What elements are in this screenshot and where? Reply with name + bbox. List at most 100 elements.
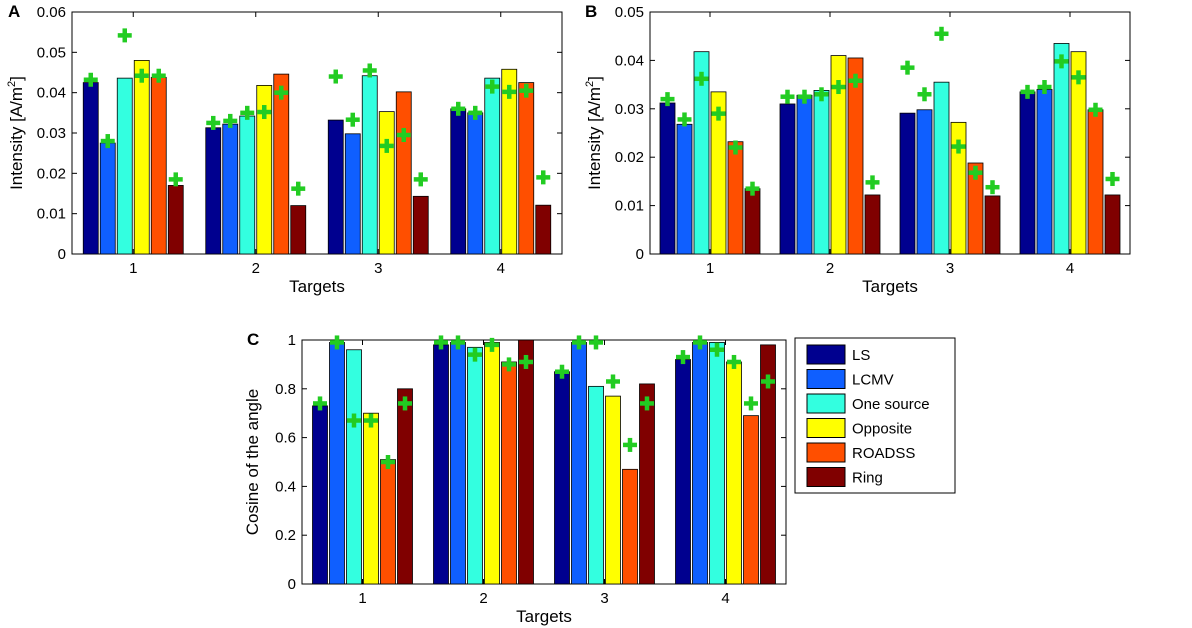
bar-ring	[535, 204, 552, 255]
x-tick-label: 1	[358, 590, 366, 607]
marker-opposite	[711, 106, 726, 121]
marker-ls	[1020, 84, 1035, 99]
legend: LS LCMV One source Opposite ROADSS Ring	[794, 337, 956, 494]
bar-ls	[1019, 91, 1036, 255]
bar-lcmv	[1036, 89, 1053, 255]
axes-box	[649, 11, 1131, 255]
bar-ring	[518, 339, 534, 585]
y-tick-label: 0.02	[37, 165, 66, 182]
marker-opposite	[831, 80, 846, 95]
bar-one-source	[361, 75, 378, 255]
bar-roadss	[150, 76, 167, 255]
bar-one-source	[239, 115, 256, 255]
x-tick-label: 4	[497, 260, 505, 277]
marker-one-source	[1054, 54, 1069, 69]
bar-one-source	[1053, 43, 1070, 255]
marker-roadss	[274, 85, 289, 100]
marker-lcmv	[100, 134, 115, 149]
marker-opposite	[364, 413, 378, 428]
bar-ring	[397, 388, 413, 585]
bar-roadss	[967, 162, 984, 255]
panel-letter: A	[8, 2, 20, 21]
bar-ls	[554, 371, 570, 585]
marker-opposite	[485, 337, 499, 352]
bar-ls	[659, 102, 676, 255]
bar-one-source	[693, 51, 710, 255]
bar-roadss	[743, 415, 759, 585]
marker-ls	[328, 69, 343, 84]
marker-lcmv	[451, 335, 465, 350]
bar-opposite	[1070, 51, 1087, 255]
bar-ls	[450, 108, 467, 255]
bar-one-source	[467, 346, 483, 585]
y-tick-label: 1	[288, 332, 296, 349]
legend-swatch	[806, 393, 846, 414]
marker-opposite	[951, 139, 966, 154]
marker-roadss	[519, 83, 534, 98]
bar-lcmv	[467, 112, 484, 255]
marker-ls	[434, 335, 448, 350]
y-axis-label: Intensity [A/m2]	[6, 76, 26, 190]
marker-one-source	[710, 342, 724, 357]
legend-entry: ROADSS	[852, 445, 915, 462]
marker-roadss	[381, 455, 395, 469]
bar-ls	[779, 103, 796, 255]
bar-lcmv	[99, 142, 116, 255]
bar-ls	[327, 119, 344, 255]
bar-opposite	[950, 121, 967, 255]
bar-roadss	[273, 73, 290, 255]
bar-lcmv	[676, 123, 693, 255]
marker-roadss	[623, 437, 637, 452]
marker-ring	[865, 175, 880, 190]
marker-ring	[519, 354, 533, 369]
y-tick-label: 0.05	[615, 4, 644, 21]
marker-opposite	[502, 84, 517, 99]
y-axis-label: Cosine of the angle	[243, 389, 262, 536]
marker-roadss	[968, 165, 983, 180]
bar-ring	[167, 185, 184, 255]
marker-one-source	[347, 413, 361, 428]
bar-ring	[290, 205, 307, 255]
marker-opposite	[1071, 70, 1086, 85]
bar-one-source	[709, 342, 725, 585]
marker-one-source	[240, 105, 255, 120]
bar-ls	[82, 82, 99, 255]
marker-opposite	[257, 105, 272, 120]
marker-ring	[536, 170, 551, 185]
bar-opposite	[133, 60, 150, 255]
y-tick-label: 0.01	[37, 206, 66, 223]
marker-ring	[985, 180, 1000, 195]
bar-roadss	[727, 141, 744, 255]
marker-lcmv	[1037, 80, 1052, 95]
bar-one-source	[813, 90, 830, 255]
panel-a: 0 0.01 0.02 0.03 0.04 0.05 0.06 1 2 3 4 Targets Inte…	[6, 2, 563, 296]
y-tick-label: 0	[636, 246, 644, 263]
marker-roadss	[728, 140, 743, 155]
bar-one-source	[484, 77, 501, 255]
marker-one-source	[934, 26, 949, 41]
bar-one-source	[933, 81, 950, 255]
marker-opposite	[379, 138, 394, 153]
bar-ring	[760, 344, 776, 585]
bar-roadss	[501, 361, 517, 585]
marker-opposite	[727, 354, 741, 369]
legend-entry: Ring	[852, 470, 883, 487]
y-tick-label: 0.04	[37, 85, 66, 102]
x-tick-label: 2	[826, 260, 834, 277]
marker-ring	[291, 181, 306, 196]
legend-entry: One source	[852, 396, 930, 413]
bar-opposite	[363, 412, 379, 585]
marker-one-source	[814, 87, 829, 102]
marker-ls	[780, 89, 795, 104]
bar-opposite	[501, 68, 518, 255]
marker-ring	[1105, 171, 1120, 186]
y-tick-label: 0.06	[37, 4, 66, 21]
marker-one-source	[468, 347, 482, 362]
marker-lcmv	[330, 335, 344, 350]
bar-opposite	[830, 55, 847, 255]
y-tick-label: 0.01	[615, 198, 644, 215]
marker-roadss	[848, 73, 863, 88]
y-axis-label: Intensity [A/m2]	[584, 76, 604, 190]
bar-ls	[433, 344, 449, 585]
y-tick-label: 0.04	[615, 52, 644, 69]
